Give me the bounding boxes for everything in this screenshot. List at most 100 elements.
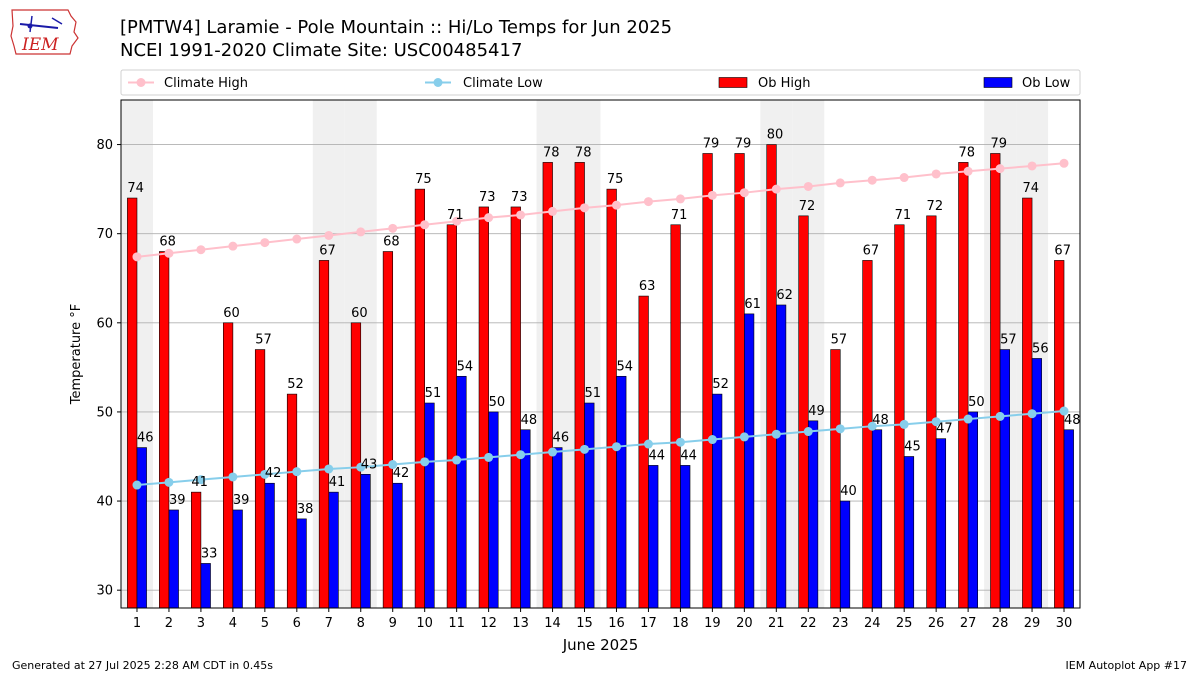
ob-high-bar <box>606 188 617 609</box>
ob-low-bar <box>680 465 691 609</box>
ob-low-bar <box>264 482 275 609</box>
iowa-state-outline-icon <box>10 9 79 55</box>
ob-low-label: 56 <box>1032 341 1049 356</box>
ob-high-bar <box>542 162 553 609</box>
climate-high-point <box>835 178 845 188</box>
ob-high-label: 68 <box>383 235 400 250</box>
ob-low-bar <box>360 474 371 609</box>
legend-climate-low: Climate Low <box>463 76 543 91</box>
climate-high-point <box>899 173 909 183</box>
legend-ob-high: Ob High <box>758 76 811 91</box>
x-tick-label: 8 <box>357 616 365 631</box>
ob-high-bar <box>446 224 457 609</box>
climate-low-point <box>196 475 206 485</box>
climate-high-point <box>1027 161 1037 171</box>
ob-low-bar <box>168 509 179 609</box>
x-tick-label: 14 <box>544 616 561 631</box>
ob-low-bar <box>552 447 563 609</box>
ob-high-bar <box>1022 197 1033 609</box>
x-tick-label: 21 <box>768 616 785 631</box>
ob-high-label: 57 <box>255 333 272 348</box>
ob-low-label: 41 <box>329 475 346 490</box>
climate-low-point <box>324 464 334 474</box>
ob-high-bar <box>382 251 394 609</box>
ob-low-label: 50 <box>489 395 506 410</box>
ob-high-label: 41 <box>191 475 208 490</box>
x-tick-label: 30 <box>1056 616 1073 631</box>
climate-high-point <box>803 181 813 191</box>
ob-low-label: 39 <box>233 493 250 508</box>
ob-high-label: 80 <box>767 128 784 143</box>
climate-low-point <box>835 424 845 434</box>
x-tick-label: 24 <box>864 616 881 631</box>
x-tick-label: 6 <box>293 616 301 631</box>
ob-high-bar <box>638 295 649 609</box>
ob-high-label: 67 <box>863 243 880 258</box>
ob-high-label: 73 <box>479 190 496 205</box>
ob-low-label: 52 <box>712 377 729 392</box>
climate-low-point <box>484 452 494 462</box>
ob-high-bar <box>734 153 745 609</box>
climate-low-point <box>356 462 366 472</box>
ob-high-bar <box>926 215 937 609</box>
climate-low-point <box>611 442 621 452</box>
climate-high-point <box>420 220 430 230</box>
climate-low-point <box>739 432 749 442</box>
ob-high-bar <box>159 251 170 609</box>
ob-high-bar <box>478 206 489 609</box>
legend-climate-high-marker <box>136 78 146 87</box>
ob-low-label: 44 <box>648 448 665 463</box>
x-tick-label: 12 <box>480 616 497 631</box>
y-tick-label: 80 <box>96 138 113 153</box>
legend-climate-low-marker <box>433 78 443 87</box>
ob-low-bar <box>200 563 211 609</box>
climate-high-point <box>356 227 366 237</box>
climate-low-point <box>164 477 174 487</box>
ob-high-label: 71 <box>895 208 912 223</box>
x-tick-label: 15 <box>576 616 593 631</box>
gridlines <box>121 144 1080 591</box>
app-credit: IEM Autoplot App #17 <box>1065 659 1188 672</box>
ob-high-label: 79 <box>703 136 720 151</box>
climate-low-point <box>452 455 462 465</box>
climate-low-point <box>931 417 941 427</box>
legend-ob-low: Ob Low <box>1022 76 1071 91</box>
climate-low-point <box>260 469 270 479</box>
climate-high-point <box>324 230 334 240</box>
y-tick-label: 70 <box>96 227 113 242</box>
ob-high-label: 79 <box>735 136 752 151</box>
ob-low-bar <box>967 411 979 609</box>
x-tick-label: 7 <box>325 616 333 631</box>
ob-low-bar <box>903 456 915 609</box>
climate-low-point <box>867 421 877 431</box>
climate-high-point <box>548 206 558 216</box>
ob-high-bar <box>702 153 713 609</box>
y-tick-label: 50 <box>96 405 113 420</box>
climate-low-point <box>1027 409 1037 419</box>
climate-low-point <box>675 437 685 447</box>
climate-high-point <box>228 241 238 251</box>
ob-high-label: 60 <box>351 306 368 321</box>
x-tick-label: 16 <box>608 616 625 631</box>
ob-low-bar <box>935 438 947 609</box>
climate-high-point <box>164 248 174 258</box>
climate-high-point <box>643 197 653 207</box>
ob-low-bar <box>999 349 1010 609</box>
ob-high-bar <box>766 144 777 609</box>
ob-high-bar <box>958 162 969 609</box>
ob-low-bar <box>839 500 851 609</box>
x-tick-label: 3 <box>197 616 205 631</box>
climate-high-point <box>707 190 717 200</box>
ob-low-bar <box>488 411 499 609</box>
climate-low-point <box>995 411 1005 421</box>
climate-low-point <box>292 467 302 477</box>
iem-logo: IEM <box>10 9 79 55</box>
ob-low-bar <box>424 402 435 609</box>
ob-high-bar <box>510 206 521 609</box>
ob-low-label: 54 <box>616 359 633 374</box>
x-tick-label: 23 <box>832 616 849 631</box>
climate-low-point <box>388 460 398 470</box>
x-tick-label: 28 <box>992 616 1009 631</box>
x-tick-label: 17 <box>640 616 657 631</box>
